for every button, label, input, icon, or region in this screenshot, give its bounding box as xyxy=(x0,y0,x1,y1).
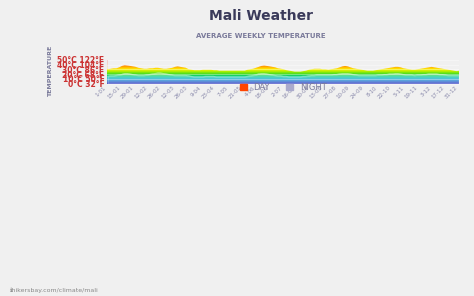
Text: AVERAGE WEEKLY TEMPERATURE: AVERAGE WEEKLY TEMPERATURE xyxy=(196,33,326,38)
Legend: DAY, NIGHT: DAY, NIGHT xyxy=(237,79,330,95)
Text: Mali Weather: Mali Weather xyxy=(209,9,313,23)
Text: ℹhikersbay.com/climate/mali: ℹhikersbay.com/climate/mali xyxy=(9,288,98,293)
Y-axis label: TEMPERATURE: TEMPERATURE xyxy=(48,46,53,97)
